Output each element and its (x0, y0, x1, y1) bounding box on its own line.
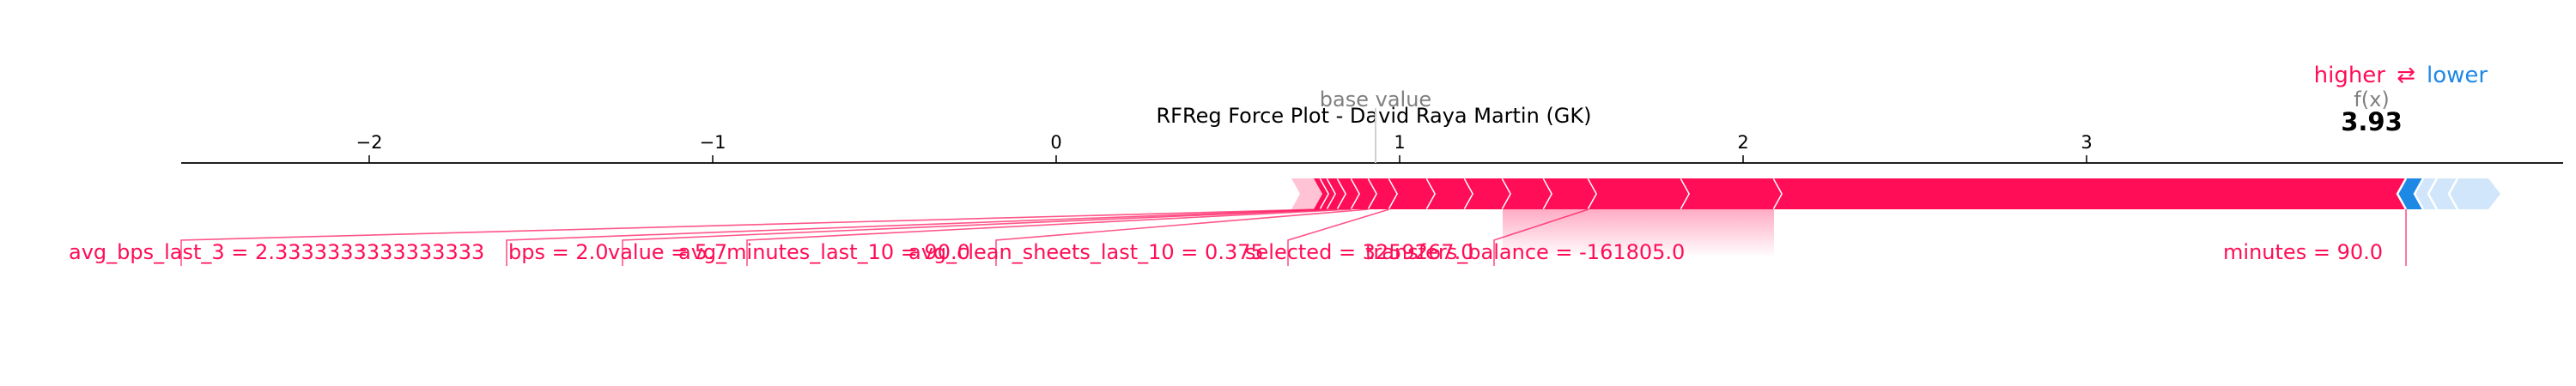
positive-force-segment (1465, 178, 1511, 209)
x-tick-label: 0 (1050, 132, 1061, 153)
legend-higher: higher (2314, 63, 2386, 88)
x-tick-label: −2 (356, 132, 383, 153)
chart-title: RFReg Force Plot - David Raya Martin (GK… (1157, 104, 1592, 128)
leader-line (1493, 208, 1589, 266)
fx-label: f(x) (2354, 87, 2389, 112)
positive-force-segment (1544, 178, 1597, 209)
feature-label: minutes = 90.0 (2223, 240, 2383, 264)
positive-force-segment (1681, 178, 1783, 209)
feature-label: selected = 3259267.0 (1245, 240, 1473, 264)
segment-separator (2396, 178, 2408, 210)
legend: higher ⇄ lower (2314, 63, 2488, 88)
positive-force-segment (1352, 178, 1377, 209)
positive-force-segment (1314, 178, 1329, 209)
value-markers: base value f(x)3.93 (1320, 87, 2403, 163)
leader-line (995, 208, 1370, 266)
positive-force-segment (1427, 178, 1473, 209)
feature-label: bps = 2.0 (508, 240, 609, 264)
leader-line (180, 208, 1321, 266)
segment-separator (2427, 178, 2439, 210)
legend-lower: lower (2427, 63, 2488, 88)
fx-value: 3.93 (2341, 107, 2403, 136)
positive-force-segment (1503, 178, 1552, 209)
leader-line (506, 208, 1328, 266)
base-value-label: base value (1320, 87, 1431, 112)
feature-label: avg_minutes_last_10 = 90.0 (678, 240, 970, 264)
negative-force-segment (2397, 178, 2423, 209)
leader-line (1287, 208, 1390, 266)
segment-separator (2413, 178, 2425, 210)
x-tick-label: −1 (700, 132, 726, 153)
label-fade-region (1503, 209, 1774, 257)
segment-separator (2447, 178, 2459, 210)
x-axis: −2 −1 0 1 2 3 (181, 132, 2563, 164)
x-tick-label: 1 (1394, 132, 1405, 153)
leader-line (622, 208, 1339, 266)
x-tick-label: 2 (1737, 132, 1748, 153)
positive-force-segment (1774, 178, 2406, 209)
negative-force-segment (2428, 178, 2458, 209)
feature-labels: avg_bps_last_3 = 2.3333333333333333 bps =… (69, 208, 2407, 266)
leader-line (746, 208, 1352, 266)
feature-label: transfers_balance = -161805.0 (1365, 240, 1685, 264)
feature-label: avg_clean_sheets_last_10 = 0.375 (908, 240, 1264, 264)
feature-label: avg_bps_last_3 = 2.3333333333333333 (69, 240, 484, 264)
positive-force-segment (1369, 178, 1398, 209)
x-tick-label: 3 (2081, 132, 2092, 153)
force-bars (1291, 178, 2500, 210)
feature-label: value = 5.7 (608, 240, 727, 264)
negative-force-segment (2415, 178, 2437, 209)
negative-force-segment (2449, 178, 2500, 209)
positive-force-segment (1321, 178, 1336, 209)
positive-force-segment (1389, 178, 1436, 209)
positive-force-segment (1589, 178, 1690, 209)
legend-arrow-icon: ⇄ (2397, 63, 2415, 88)
